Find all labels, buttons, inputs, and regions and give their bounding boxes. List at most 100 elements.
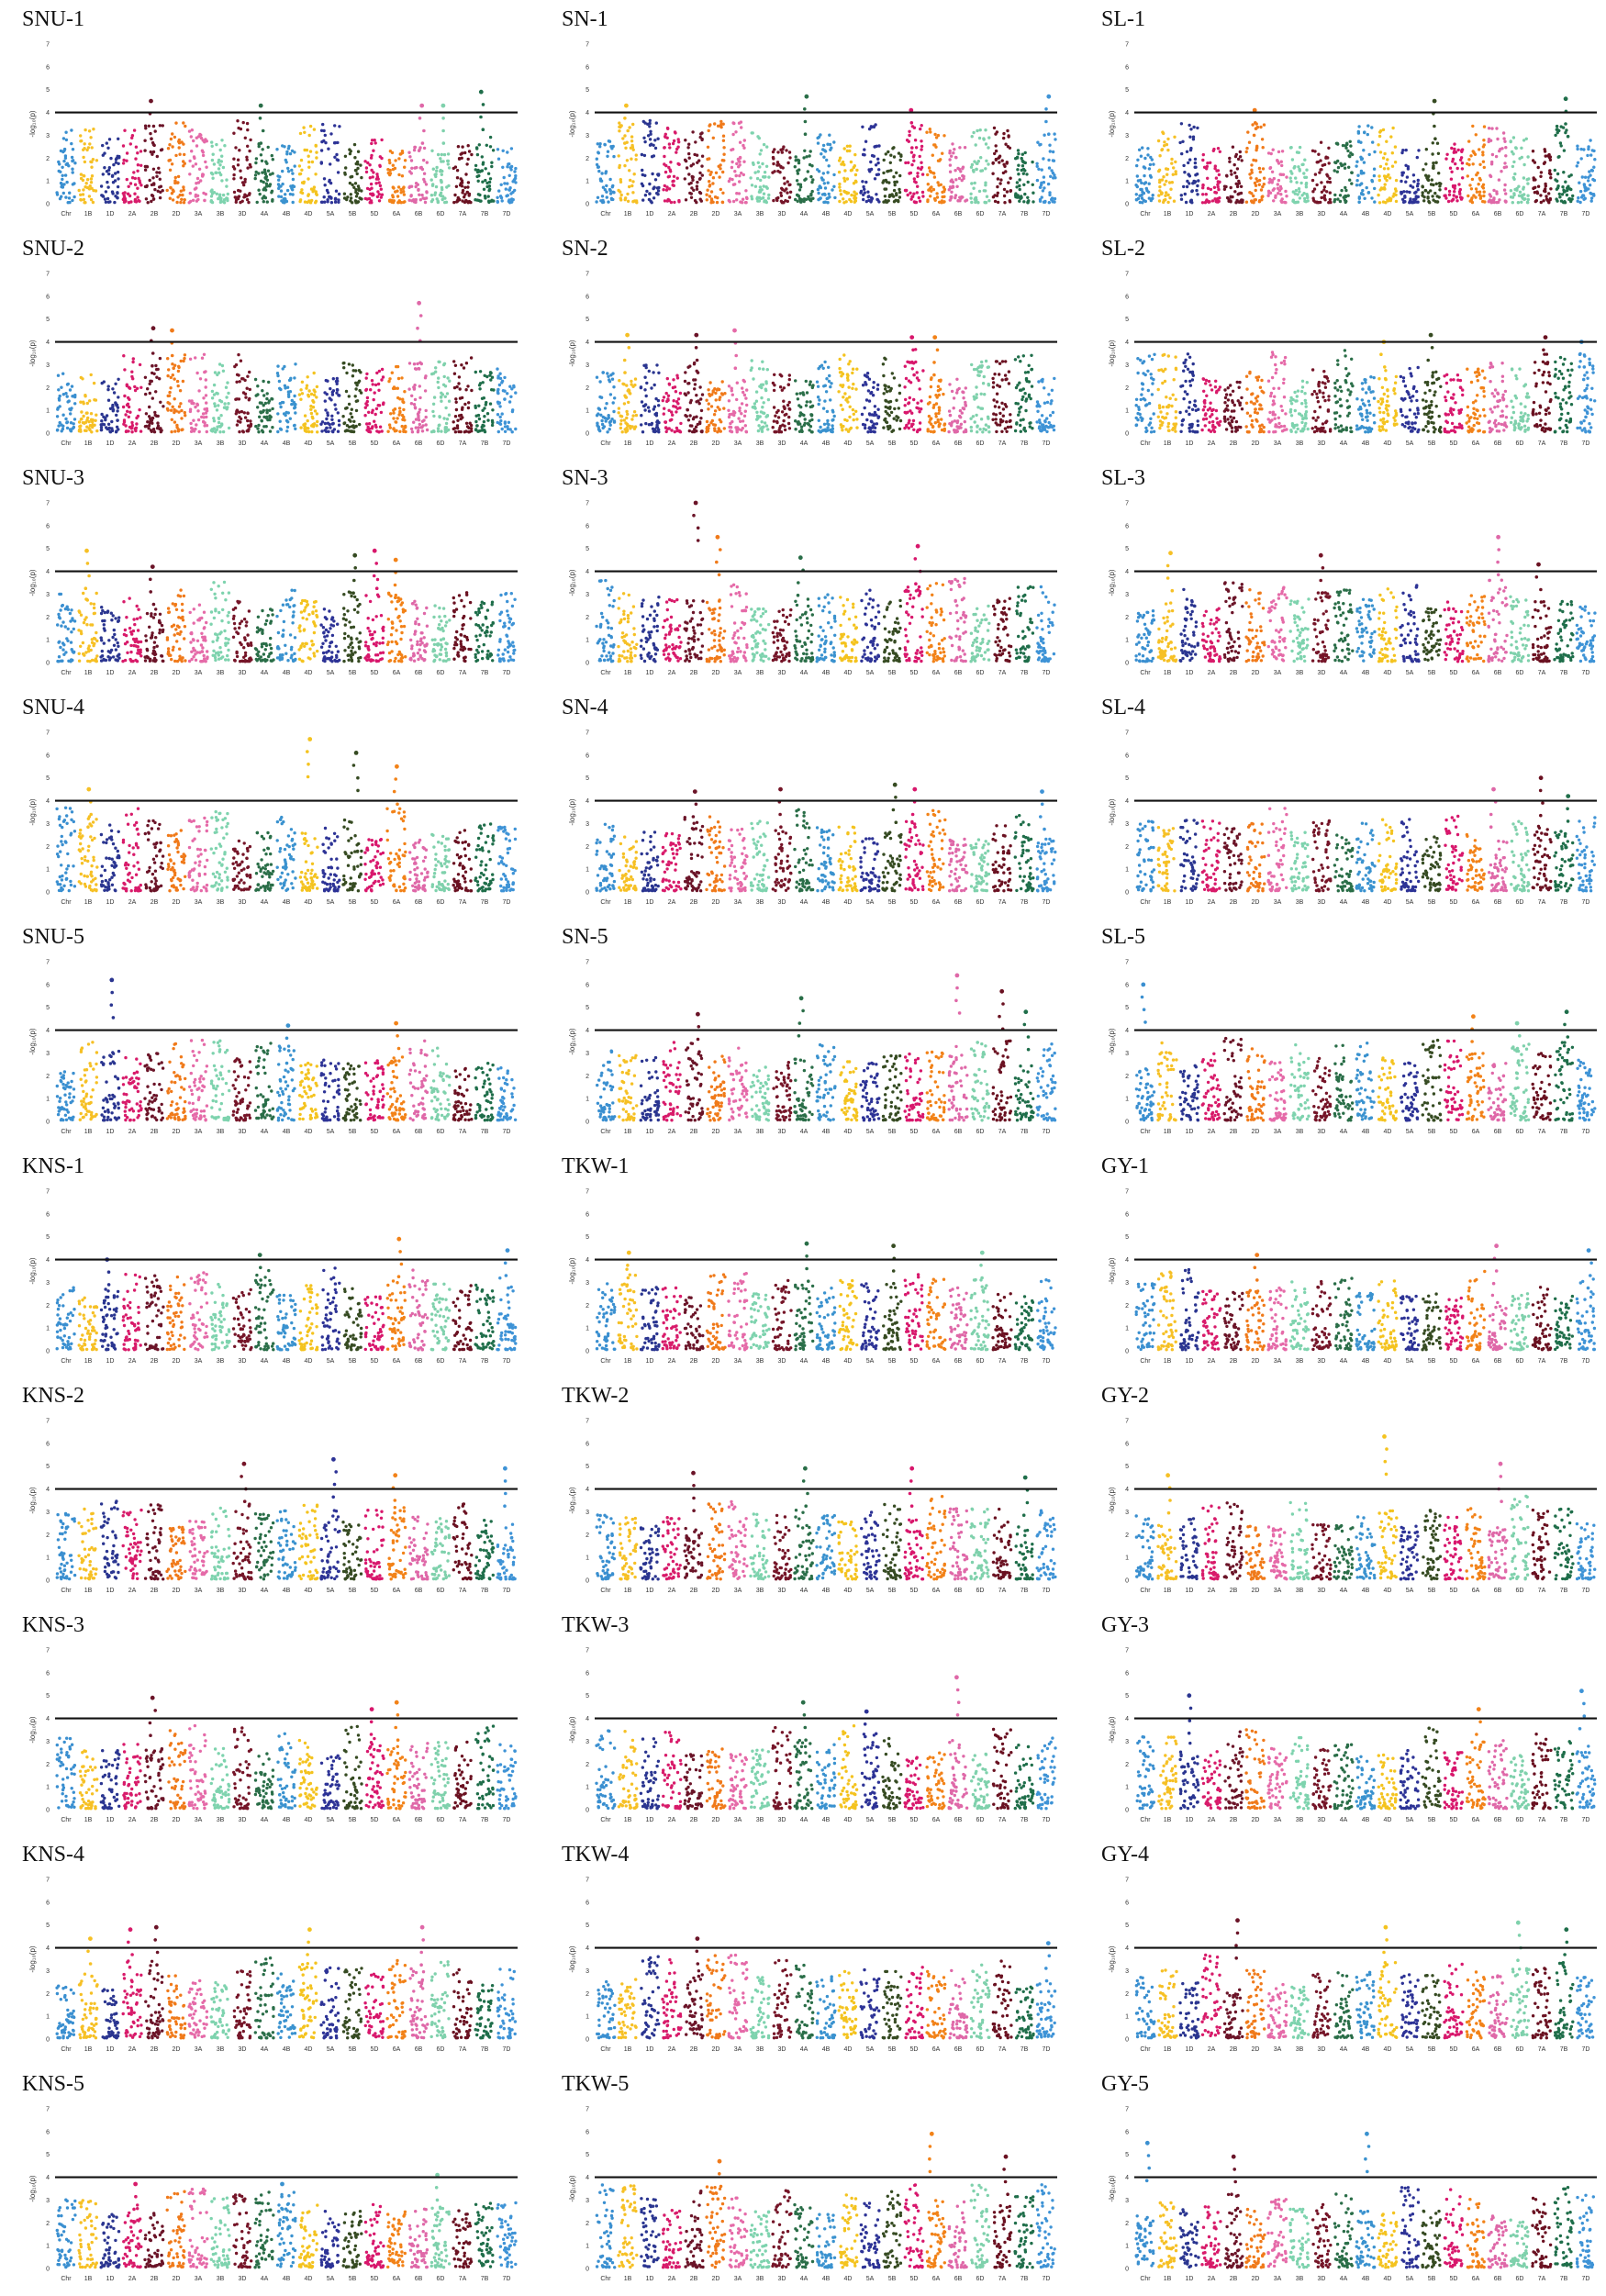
snp-point: [780, 388, 784, 392]
snp-point: [692, 416, 696, 419]
snp-point: [127, 184, 130, 188]
snp-point: [147, 424, 151, 428]
snp-point: [1042, 175, 1046, 179]
snp-point: [1587, 147, 1590, 151]
snp-point: [307, 194, 310, 197]
snp-point: [1357, 200, 1361, 204]
snp-point: [868, 170, 872, 173]
snp-point: [816, 187, 820, 192]
snp-point: [461, 145, 464, 149]
x-tick-label: 3B: [756, 440, 764, 447]
snp-point: [151, 140, 155, 145]
snp-point: [655, 426, 659, 429]
snp-point: [742, 173, 745, 177]
snp-point: [373, 391, 376, 395]
snp-point: [713, 427, 717, 430]
snp-point: [265, 200, 269, 204]
snp-point: [805, 391, 809, 395]
snp-point: [133, 385, 137, 389]
snp-point: [663, 199, 667, 203]
snp-point: [806, 170, 809, 173]
snp-point: [1005, 190, 1009, 194]
snp-point: [1381, 128, 1386, 132]
snp-point: [422, 128, 426, 133]
snp-point: [1383, 151, 1387, 156]
snp-point: [661, 398, 664, 403]
snp-point: [158, 177, 162, 181]
snp-point: [822, 149, 827, 152]
snp-point: [1387, 173, 1390, 177]
snp-point: [1208, 200, 1211, 204]
snp-point: [67, 196, 72, 200]
snp-point: [128, 386, 132, 390]
snp-point: [1031, 160, 1034, 164]
snp-point: [708, 394, 712, 397]
snp-point: [749, 176, 753, 180]
snp-point: [1336, 142, 1340, 146]
snp-point: [932, 196, 937, 201]
snp-point: [1047, 158, 1051, 162]
y-tick-label: 1: [46, 408, 50, 415]
snp-point: [1356, 173, 1360, 177]
snp-point: [1051, 150, 1055, 154]
snp-point: [822, 155, 826, 159]
snp-point: [738, 409, 742, 413]
snp-point: [500, 199, 504, 203]
snp-point: [174, 121, 178, 125]
snp-point: [299, 397, 303, 401]
snp-point: [452, 420, 455, 424]
snp-point: [57, 398, 61, 402]
snp-point: [1444, 157, 1448, 161]
snp-point: [1142, 198, 1146, 202]
snp-point: [190, 150, 194, 153]
snp-point: [139, 429, 143, 433]
snp-point: [191, 164, 195, 168]
snp-point: [1579, 157, 1583, 161]
snp-point: [1006, 145, 1010, 149]
snp-point: [1377, 193, 1380, 197]
snp-point: [1295, 181, 1299, 184]
snp-point: [173, 175, 177, 180]
chrom-points-4a: [253, 103, 274, 205]
snp-point: [761, 360, 764, 363]
snp-point: [178, 389, 183, 393]
snp-point: [446, 376, 450, 380]
snp-point: [931, 187, 936, 192]
snp-point: [783, 413, 786, 417]
snp-point: [741, 201, 744, 205]
snp-point: [138, 407, 141, 412]
snp-point: [802, 156, 806, 160]
snp-point: [1135, 174, 1140, 178]
snp-point: [69, 412, 72, 416]
snp-point: [759, 178, 763, 183]
snp-point: [111, 403, 115, 407]
snp-point: [169, 186, 173, 190]
x-tick-label: 6B: [415, 440, 423, 447]
snp-point: [649, 129, 652, 133]
snp-point: [1240, 200, 1244, 205]
snp-point: [595, 375, 599, 379]
snp-point: [763, 199, 766, 203]
snp-point: [721, 170, 725, 174]
snp-point: [271, 199, 274, 203]
chrom-points-5b: [881, 146, 903, 204]
snp-point: [307, 160, 311, 164]
snp-point: [114, 158, 118, 162]
snp-point: [929, 130, 932, 134]
snp-point: [294, 427, 297, 430]
snp-point: [1025, 173, 1029, 176]
snp-point: [277, 178, 281, 182]
snp-point: [938, 200, 942, 204]
snp-point: [1026, 200, 1030, 204]
x-tick-label: Chr: [1140, 211, 1151, 217]
snp-point: [418, 407, 422, 411]
snp-point: [128, 194, 132, 198]
snp-point: [424, 408, 428, 413]
snp-point: [380, 429, 384, 433]
snp-point: [430, 149, 434, 152]
snp-point: [104, 418, 107, 422]
snp-point: [742, 143, 745, 148]
snp-point: [136, 186, 139, 190]
snp-point: [143, 375, 148, 379]
snp-point: [699, 132, 703, 136]
